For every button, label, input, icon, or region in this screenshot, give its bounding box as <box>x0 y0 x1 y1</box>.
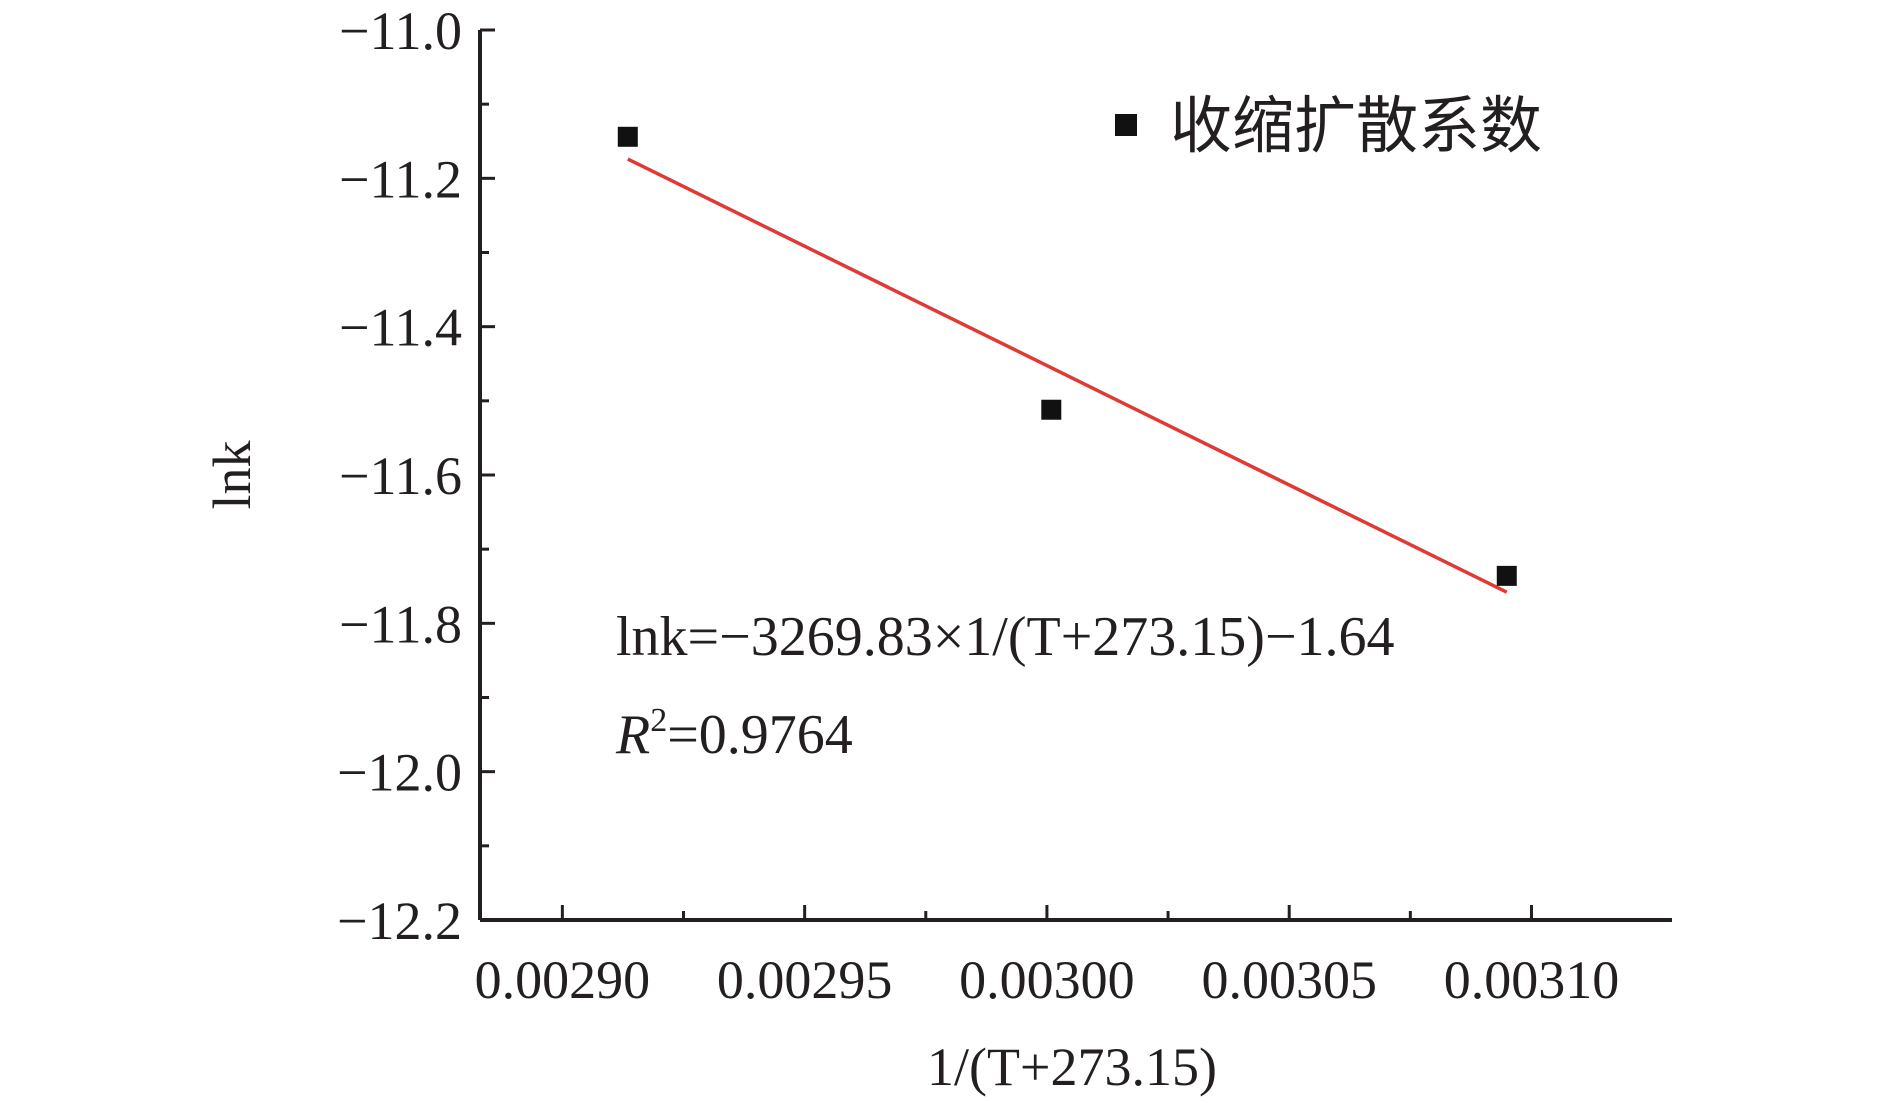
y-tick-label: −12.2 <box>337 891 462 951</box>
y-tick-label: −11.4 <box>339 298 462 358</box>
r-squared-annotation: R2=0.9764 <box>615 702 853 766</box>
x-tick-label: 0.00290 <box>475 950 651 1010</box>
fit-layer <box>627 157 1508 594</box>
r2-symbol: R <box>615 704 650 766</box>
x-tick-label: 0.00305 <box>1201 950 1377 1010</box>
x-tick-label: 0.00295 <box>717 950 893 1010</box>
legend-label: 收缩扩散系数 <box>1170 89 1542 162</box>
y-tick-label: −11.0 <box>339 1 462 61</box>
axes <box>478 30 1672 922</box>
r2-superscript: 2 <box>650 702 667 739</box>
x-tick-label: 0.00310 <box>1444 950 1620 1010</box>
legend: 收缩扩散系数 <box>1115 89 1542 162</box>
fit-line <box>627 157 1508 594</box>
x-tick-label: 0.00300 <box>959 950 1135 1010</box>
y-tick-label: −11.8 <box>339 594 462 654</box>
ticks: −11.0−11.2−11.4−11.6−11.8−12.0−12.20.002… <box>337 1 1619 1010</box>
y-tick-label: −11.2 <box>339 149 462 209</box>
data-point <box>1496 565 1517 586</box>
y-axis-title: lnk <box>202 440 262 509</box>
data-point <box>1041 399 1062 420</box>
y-tick-label: −11.6 <box>339 446 462 506</box>
data-points <box>617 126 1517 586</box>
data-point <box>617 126 638 147</box>
fit-equation: lnk=−3269.83×1/(T+273.15)−1.64 <box>616 606 1395 668</box>
r2-value: =0.9764 <box>667 704 853 766</box>
x-axis-title: 1/(T+273.15) <box>927 1037 1217 1097</box>
y-tick-label: −12.0 <box>337 743 462 803</box>
legend-marker <box>1115 114 1137 136</box>
